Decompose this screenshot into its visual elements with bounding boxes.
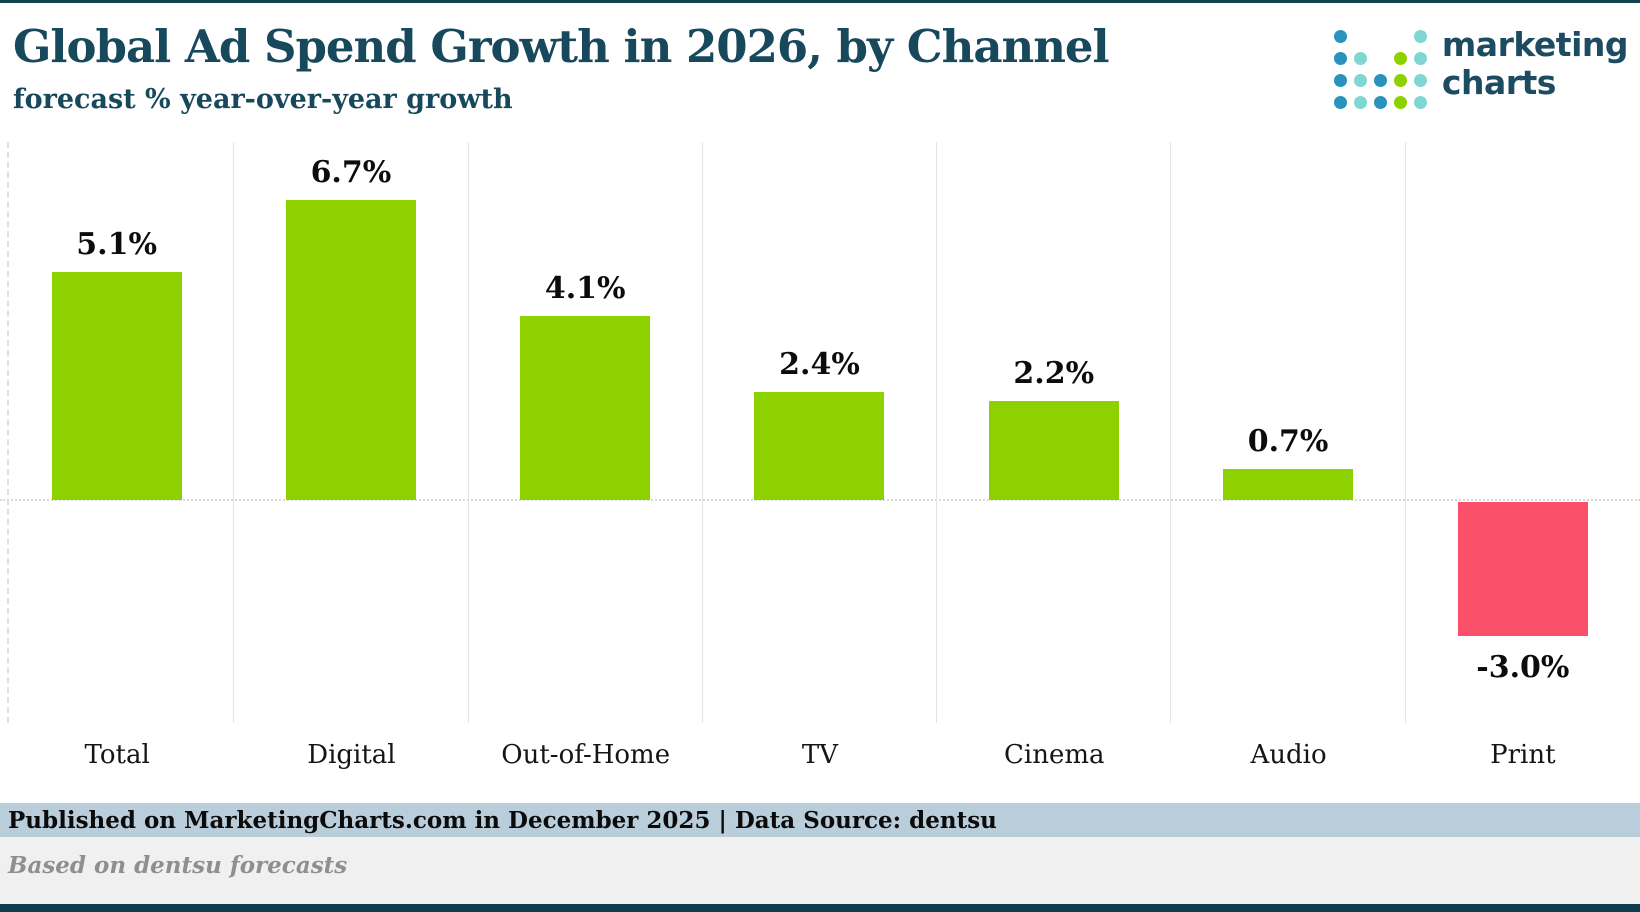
empty-dot-cell — [1354, 30, 1367, 43]
empty-dot-cell — [1374, 52, 1387, 65]
bar-digital — [285, 200, 416, 500]
category-label: Digital — [307, 740, 396, 770]
teal-dot-icon — [1413, 30, 1427, 43]
note-text: Based on dentsu forecasts — [8, 852, 348, 879]
chart-column: 6.7% — [234, 142, 469, 723]
teal-dot-icon — [1413, 74, 1427, 87]
category-label: Audio — [1250, 740, 1327, 770]
chart-column: 0.7% — [1171, 142, 1406, 723]
bar-value-label: 6.7% — [310, 155, 392, 190]
teal-dot-icon — [1413, 52, 1427, 65]
plot-area: 5.1% 6.7% 4.1% 2.4% 2.2% 0.7% -3.0% — [0, 142, 1640, 723]
page-subtitle: forecast % year-over-year growth — [13, 84, 513, 115]
blue-dot-icon — [1373, 96, 1387, 109]
category-label: Cinema — [1004, 740, 1105, 770]
blue-dot-icon — [1333, 52, 1347, 65]
chart-column: 4.1% — [469, 142, 703, 723]
bar-value-label: 0.7% — [1247, 424, 1329, 459]
published-text: Published on MarketingCharts.com in Dece… — [8, 806, 997, 834]
teal-dot-icon — [1353, 74, 1367, 87]
logo-wordmark-line1: marketing — [1441, 25, 1629, 64]
empty-dot-cell — [1374, 30, 1387, 43]
teal-dot-icon — [1353, 96, 1367, 109]
category-label: Total — [84, 740, 150, 770]
logo-wordmark-line2: charts — [1441, 63, 1557, 102]
chart-column: 5.1% — [0, 142, 235, 723]
bar-tv — [754, 392, 885, 500]
chart-column: 2.2% — [937, 142, 1172, 723]
bar-cinema — [988, 401, 1119, 500]
zero-baseline — [0, 499, 1640, 501]
bar-audio — [1223, 469, 1354, 500]
note-band: Based on dentsu forecasts — [0, 837, 1640, 904]
chart-column: 2.4% — [703, 142, 938, 723]
logo-wordmark: marketing charts — [1441, 25, 1629, 102]
green-dot-icon — [1393, 74, 1407, 87]
bar-print — [1457, 502, 1588, 636]
top-border — [0, 0, 1640, 3]
bar-value-label: 5.1% — [76, 227, 157, 262]
category-label: Print — [1490, 740, 1556, 770]
published-band: Published on MarketingCharts.com in Dece… — [0, 803, 1640, 837]
bottom-border — [0, 904, 1640, 912]
category-axis: Total Digital Out-of-Home TV Cinema Audio Prin… — [0, 740, 1640, 770]
bar-value-label: 2.2% — [1013, 356, 1095, 391]
blue-dot-icon — [1333, 30, 1347, 43]
green-dot-icon — [1393, 96, 1407, 109]
green-dot-icon — [1393, 52, 1407, 65]
chart-column: -3.0% — [1406, 142, 1640, 723]
blue-dot-icon — [1333, 96, 1347, 109]
y-axis-line — [7, 142, 9, 723]
bar-value-label: 4.1% — [544, 271, 626, 306]
logo-dots-icon — [1333, 30, 1427, 109]
bar-value-label: 2.4% — [779, 347, 860, 382]
bar-out-of-home — [520, 316, 651, 500]
blue-dot-icon — [1373, 74, 1387, 87]
marketingcharts-logo: marketing charts — [1333, 25, 1629, 109]
category-label: TV — [801, 740, 839, 770]
category-label: Out-of-Home — [501, 740, 671, 770]
empty-dot-cell — [1394, 30, 1407, 43]
teal-dot-icon — [1353, 52, 1367, 65]
page-title: Global Ad Spend Growth in 2026, by Chann… — [13, 20, 1110, 73]
blue-dot-icon — [1333, 74, 1347, 87]
bar-value-label: -3.0% — [1476, 650, 1570, 685]
bar-total — [51, 272, 182, 500]
teal-dot-icon — [1413, 96, 1427, 109]
